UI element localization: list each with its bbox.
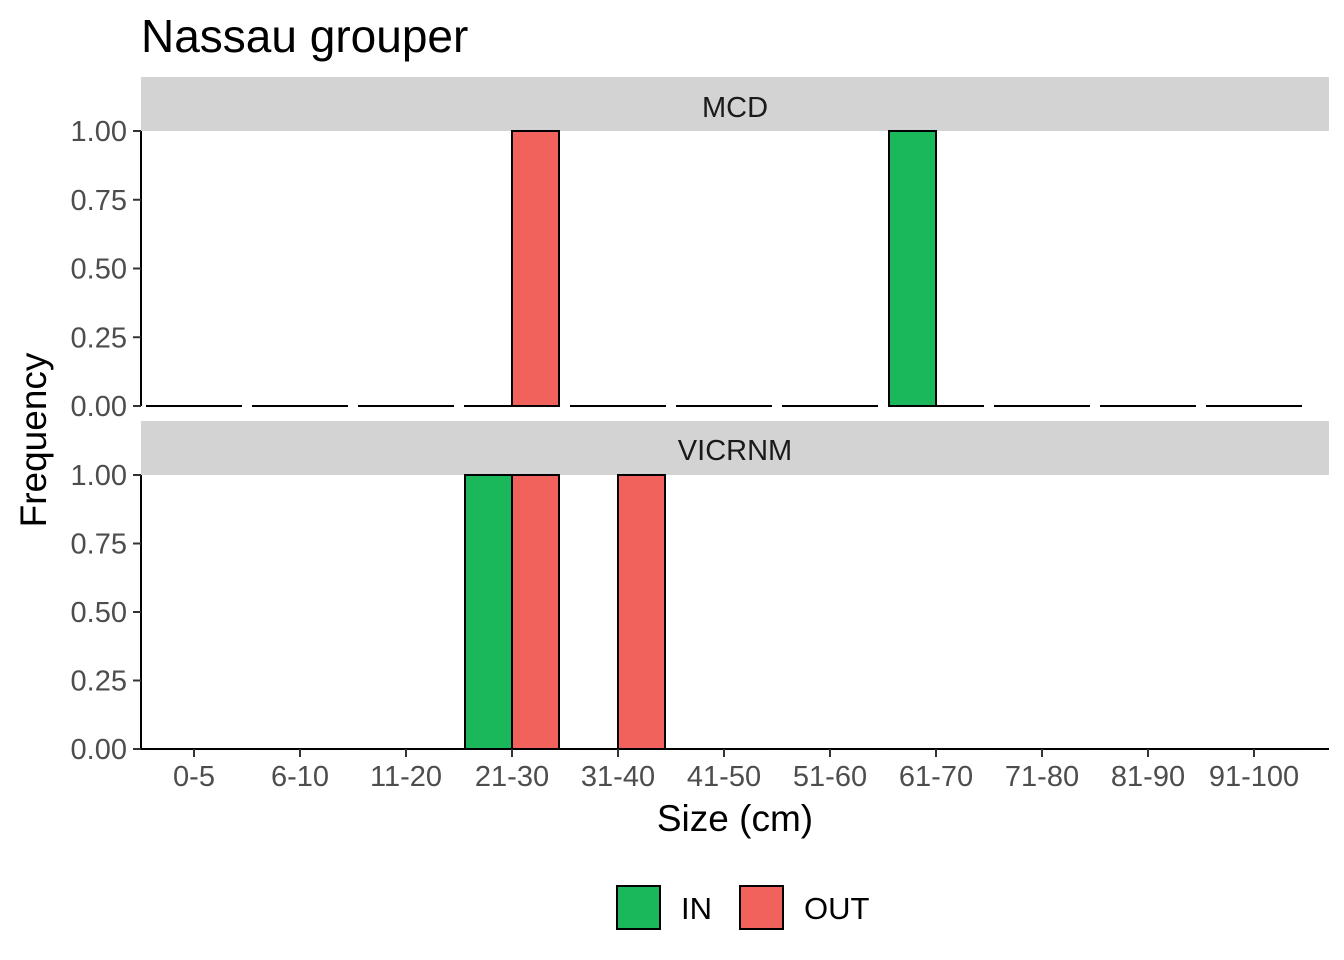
facet-strip-mcd [141,77,1329,131]
bar-vicrnm-out-21-30 [511,474,560,750]
x-tick-label: 61-70 [899,761,973,793]
bar-mcd-out-21-30 [511,130,560,407]
x-tick-label: 6-10 [271,761,329,793]
x-tick-label: 21-30 [475,761,549,793]
y-tick-label-mcd: 1.00 [71,116,127,148]
bar-mcd-in-61-70 [888,130,937,407]
legend-label-in: IN [681,891,712,926]
facet-panel-mcd: MCD 0.00 0.25 0.50 0.75 1.00 [71,77,1329,423]
y-tick-label-mcd: 0.75 [71,185,127,217]
bar-vicrnm-out-31-40 [617,474,666,750]
y-tick-label-vicrnm: 1.00 [71,460,127,492]
x-tick-label: 71-80 [1005,761,1079,793]
bar-vicrnm-in-21-30 [464,474,513,750]
y-tick-label-vicrnm: 0.50 [71,597,127,629]
legend-label-out: OUT [804,891,870,926]
y-tick-label-mcd: 0.50 [71,254,127,286]
facet-strip-vicrnm [141,421,1329,475]
x-axis-title: Size (cm) [657,798,813,839]
legend-swatch-in [616,885,661,930]
x-tick-label: 31-40 [581,761,655,793]
x-tick-label: 81-90 [1111,761,1185,793]
x-tick-label: 41-50 [687,761,761,793]
legend: IN OUT [616,885,870,930]
chart-title: Nassau grouper [141,10,468,62]
facet-strip-label-mcd: MCD [702,92,768,124]
y-tick-label-vicrnm: 0.25 [71,666,127,698]
x-axis: 0-5 6-10 11-20 21-30 31-40 41-50 51-60 61-70 71-… [173,749,1299,793]
y-tick-label-mcd: 0.00 [71,391,127,423]
bars-vicrnm [146,474,1302,751]
y-tick-label-vicrnm: 0.00 [71,734,127,766]
y-tick-label-mcd: 0.25 [71,322,127,354]
y-axis-vicrnm: 0.00 0.25 0.50 0.75 1.00 [71,460,141,766]
legend-swatch-out [739,885,784,930]
y-axis-title: Frequency [13,352,54,527]
x-tick-label: 0-5 [173,761,215,793]
x-tick-label: 51-60 [793,761,867,793]
x-tick-label: 11-20 [370,761,442,793]
y-axis-mcd: 0.00 0.25 0.50 0.75 1.00 [71,116,141,423]
x-tick-label: 91-100 [1209,761,1299,793]
y-tick-label-vicrnm: 0.75 [71,529,127,561]
facet-strip-label-vicrnm: VICRNM [678,435,792,467]
facet-panel-vicrnm: VICRNM 0.00 0.25 0.50 0.75 1.00 [71,421,1329,766]
bars-mcd [146,130,1302,408]
